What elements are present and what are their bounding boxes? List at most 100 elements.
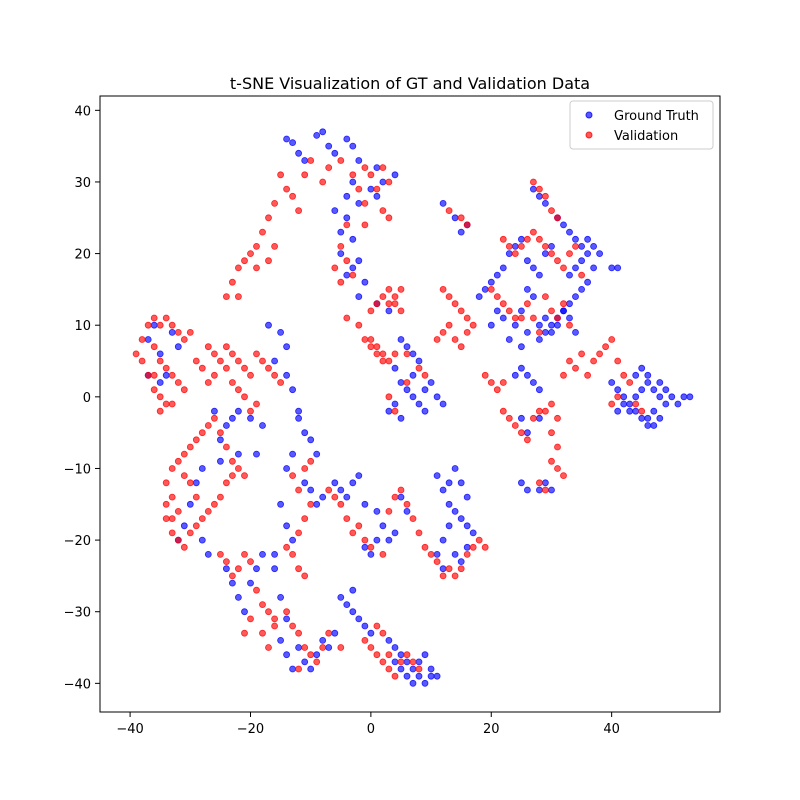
point-ground-truth	[186, 500, 194, 508]
point-ground-truth	[289, 665, 297, 673]
point-validation	[259, 629, 266, 637]
point-validation	[271, 622, 279, 630]
point-validation	[168, 493, 176, 501]
point-validation	[590, 357, 597, 365]
point-validation	[222, 343, 230, 351]
point-ground-truth	[385, 307, 393, 315]
point-validation	[499, 235, 507, 243]
point-validation	[283, 185, 291, 193]
point-ground-truth	[463, 543, 471, 551]
point-ground-truth	[391, 644, 399, 651]
point-ground-truth	[409, 371, 417, 379]
point-ground-truth	[349, 142, 357, 150]
point-ground-truth	[505, 250, 513, 258]
point-ground-truth	[536, 321, 543, 329]
point-ground-truth	[650, 407, 658, 415]
point-validation	[361, 637, 369, 644]
point-validation	[554, 465, 561, 472]
point-ground-truth	[277, 594, 285, 601]
point-validation	[198, 429, 206, 437]
point-ground-truth	[433, 672, 441, 680]
point-validation	[409, 658, 417, 666]
point-ground-truth	[307, 436, 315, 444]
point-ground-truth	[415, 357, 423, 365]
point-validation	[349, 171, 357, 179]
point-validation	[241, 393, 248, 401]
point-validation	[307, 500, 315, 508]
point-validation	[289, 551, 297, 558]
point-validation	[367, 307, 375, 315]
point-ground-truth	[343, 601, 351, 608]
point-ground-truth	[530, 264, 537, 272]
point-validation	[433, 558, 441, 565]
point-validation	[234, 386, 242, 394]
point-validation	[204, 379, 212, 386]
point-ground-truth	[349, 586, 357, 594]
point-validation	[373, 651, 381, 659]
point-validation	[277, 171, 285, 179]
point-ground-truth	[397, 493, 405, 501]
point-ground-truth	[524, 486, 531, 494]
point-ground-truth	[644, 371, 652, 379]
point-ground-truth	[180, 522, 188, 530]
point-ground-truth	[277, 328, 285, 336]
point-validation	[234, 293, 242, 301]
point-ground-truth	[403, 386, 411, 394]
point-ground-truth	[481, 285, 489, 293]
point-validation	[234, 357, 242, 365]
point-validation	[505, 307, 513, 315]
point-validation	[602, 343, 609, 351]
point-ground-truth	[518, 414, 525, 422]
point-ground-truth	[343, 192, 351, 200]
point-ground-truth	[283, 371, 291, 379]
point-ground-truth	[331, 479, 339, 487]
point-validation	[614, 393, 622, 401]
point-validation	[572, 242, 579, 250]
point-validation	[445, 321, 453, 329]
point-validation	[608, 400, 616, 408]
point-ground-truth	[355, 199, 363, 207]
point-ground-truth	[397, 379, 405, 386]
point-validation	[156, 407, 164, 415]
point-validation	[403, 350, 411, 358]
point-validation	[469, 543, 477, 551]
point-ground-truth	[277, 637, 285, 644]
point-validation	[391, 300, 399, 308]
y-tick-label: −40	[64, 677, 91, 692]
point-ground-truth	[403, 507, 411, 515]
point-ground-truth	[156, 350, 164, 358]
point-ground-truth	[325, 644, 333, 651]
point-ground-truth	[210, 407, 218, 415]
point-validation	[289, 192, 297, 200]
x-tick-label: −40	[116, 722, 143, 737]
point-ground-truth	[216, 436, 224, 444]
point-validation	[367, 343, 375, 351]
point-validation	[234, 465, 242, 472]
point-validation	[216, 493, 224, 501]
point-ground-truth	[409, 665, 417, 673]
point-ground-truth	[518, 364, 525, 372]
point-ground-truth	[421, 386, 429, 394]
point-ground-truth	[307, 665, 315, 673]
point-ground-truth	[421, 651, 429, 659]
point-ground-truth	[662, 386, 670, 394]
point-ground-truth	[361, 543, 369, 551]
point-ground-truth	[397, 336, 405, 343]
point-validation	[228, 278, 236, 286]
point-validation	[150, 386, 158, 394]
point-validation	[548, 307, 555, 315]
point-validation	[554, 214, 561, 222]
point-ground-truth	[349, 608, 357, 616]
point-validation	[560, 472, 567, 480]
point-ground-truth	[638, 386, 646, 394]
point-ground-truth	[289, 139, 297, 147]
point-validation	[228, 379, 236, 386]
point-validation	[265, 257, 272, 265]
point-ground-truth	[626, 400, 634, 408]
point-validation	[271, 199, 279, 207]
point-validation	[198, 364, 206, 372]
point-validation	[457, 307, 465, 315]
point-ground-truth	[228, 579, 236, 587]
point-validation	[548, 429, 555, 437]
point-ground-truth	[361, 500, 369, 508]
